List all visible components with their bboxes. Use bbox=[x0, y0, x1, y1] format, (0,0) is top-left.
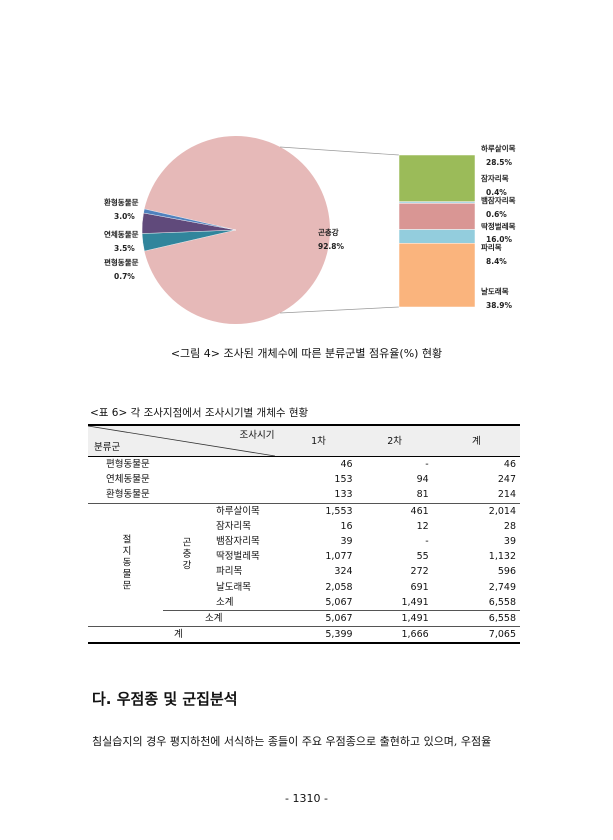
figure-caption: <그림 4> 조사된 개체수에 따른 분류군별 점유율(%) 현황 bbox=[170, 347, 443, 360]
bar-value-coleoptera: 16.0% bbox=[486, 235, 513, 244]
table-caption: <표 6> 각 조사지점에서 조사시기별 개체수 현황 bbox=[90, 407, 309, 419]
pie-slices bbox=[141, 135, 330, 324]
table-row-insect-subtotal: 소계 5,067 1,491 6,558 bbox=[216, 596, 516, 608]
abundance-table: 조사시기 분류군 1차 2차 계 편형동물문 46 - 46 연체동물문 153… bbox=[88, 424, 520, 644]
table-header-row: 조사시기 분류군 1차 2차 계 bbox=[88, 425, 520, 457]
body-paragraph: 침실습지의 경우 평지하천에 서식하는 종들이 주요 우점종으로 출현하고 있으… bbox=[92, 735, 492, 748]
table-row-arthropod-subtotal: 소계 5,067 1,491 6,558 bbox=[88, 610, 520, 626]
table-row: 딱정벌레목 1,077 55 1,132 bbox=[216, 551, 516, 563]
pie-bar-chart: 환형동물문 3.0% 연체동물문 3.5% 편형동물문 0.7% 곤충강 92.… bbox=[104, 135, 516, 324]
pie-slice-insecta bbox=[144, 135, 330, 324]
pie-value-platyhelminthes: 0.7% bbox=[114, 272, 135, 281]
pie-value-insecta: 92.8% bbox=[318, 242, 345, 251]
pie-label-mollusca: 연체동물문 bbox=[104, 229, 139, 239]
section-heading: 다. 우점종 및 군집분석 bbox=[92, 690, 238, 708]
connector-lines bbox=[280, 146, 400, 314]
bar-value-megaloptera: 0.6% bbox=[486, 210, 507, 219]
pie-label-insecta: 곤충강 bbox=[318, 227, 339, 237]
table-row: 절지동물문 곤충강 하루살이목 1,553 461 2,014 bbox=[88, 503, 520, 591]
table-row: 뱀잠자리목 39 - 39 bbox=[216, 536, 516, 548]
bar-seg-trichoptera bbox=[398, 243, 476, 308]
bar-label-diptera: 파리목 bbox=[481, 242, 502, 252]
bar-label-odonata: 잠자리목 bbox=[481, 173, 509, 183]
table-row: 환형동물문 133 81 214 bbox=[106, 489, 516, 501]
table-row: 편형동물문 46 - 46 bbox=[106, 459, 516, 471]
table-row: 날도래목 2,058 691 2,749 bbox=[216, 581, 516, 593]
header-taxon: 분류군 bbox=[94, 442, 121, 453]
bar-seg-diptera bbox=[398, 229, 476, 244]
table-row: 잠자리목 16 12 28 bbox=[216, 520, 516, 532]
table-row: 파리목 324 272 596 bbox=[216, 566, 516, 578]
group-insecta: 곤충강 bbox=[180, 536, 191, 572]
bar-seg-coleoptera bbox=[398, 203, 476, 230]
stacked-bar bbox=[398, 154, 476, 308]
bar-label-megaloptera: 뱀잠자리목 bbox=[481, 195, 516, 205]
header-col2: 2차 bbox=[387, 435, 403, 447]
bar-value-diptera: 8.4% bbox=[486, 257, 507, 266]
bar-value-trichoptera: 38.9% bbox=[486, 301, 513, 310]
bar-label-trichoptera: 날도래목 bbox=[481, 286, 509, 296]
diagonal-header-cell: 조사시기 분류군 bbox=[88, 425, 280, 457]
header-survey-period: 조사시기 bbox=[239, 430, 275, 441]
bar-label-ephemeroptera: 하루살이목 bbox=[481, 143, 516, 153]
header-col1: 1차 bbox=[311, 435, 326, 447]
pie-value-annelida: 3.0% bbox=[114, 212, 135, 221]
pie-label-annelida: 환형동물문 bbox=[104, 197, 139, 207]
bar-value-ephemeroptera: 28.5% bbox=[486, 158, 513, 167]
table-row: 연체동물문 153 94 247 bbox=[106, 474, 516, 486]
bar-value-odonata: 0.4% bbox=[486, 188, 507, 197]
bar-label-coleoptera: 딱정벌레목 bbox=[481, 221, 516, 231]
connector-line-top bbox=[280, 146, 400, 156]
pie-slice-platyhelminthes bbox=[143, 208, 237, 231]
bar-seg-ephemeroptera bbox=[398, 154, 476, 202]
page-number: - 1310 - bbox=[285, 792, 328, 805]
connector-line-bottom bbox=[280, 306, 400, 314]
pie-value-mollusca: 3.5% bbox=[114, 244, 135, 253]
group-arthropoda: 절지동물문 bbox=[120, 533, 131, 592]
header-col3: 계 bbox=[471, 435, 481, 447]
table-row-total: 계 5,399 1,666 7,065 bbox=[88, 626, 520, 644]
pie-label-platyhelminthes: 편형동물문 bbox=[104, 257, 139, 267]
diagonal-line bbox=[88, 426, 275, 456]
